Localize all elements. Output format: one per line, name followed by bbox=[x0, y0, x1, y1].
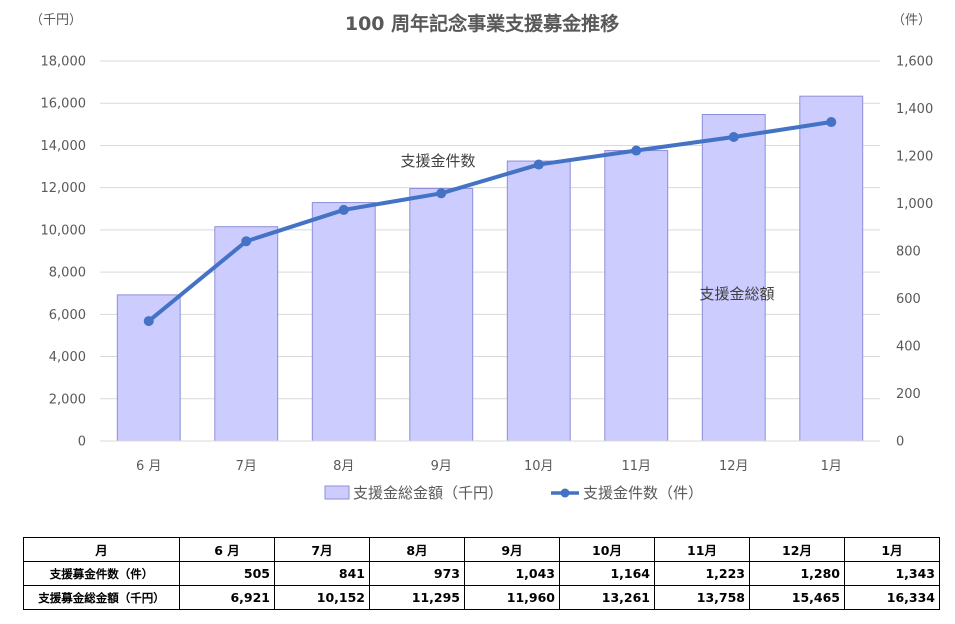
table-header-cell: 9月 bbox=[464, 537, 560, 562]
table-cell: 13,261 bbox=[559, 585, 655, 610]
table-cell: 13,758 bbox=[654, 585, 750, 610]
table-row: 支援募金件数（件） 505 841 973 1,043 1,164 1,223 1,280 1,… bbox=[23, 561, 940, 586]
left-tick-label: 16,000 bbox=[41, 97, 87, 112]
bar-3 bbox=[409, 188, 474, 442]
table-cell: 1,343 bbox=[844, 561, 940, 586]
table-cell: 16,334 bbox=[844, 585, 940, 610]
line-point-3 bbox=[436, 188, 447, 199]
table-cell: 15,465 bbox=[749, 585, 845, 610]
line-point-0 bbox=[143, 316, 154, 327]
right-tick-label: 800 bbox=[896, 245, 921, 260]
x-tick-label: 8月 bbox=[333, 459, 354, 474]
right-tick-label: 1,200 bbox=[896, 150, 933, 165]
chart-legend: 支援金総金額（千円） 支援金件数（件） bbox=[324, 484, 703, 502]
left-tick-label: 4,000 bbox=[49, 350, 86, 365]
x-tick-label: 9月 bbox=[431, 459, 452, 474]
right-tick-label: 0 bbox=[896, 435, 904, 450]
line-point-1 bbox=[241, 236, 252, 247]
x-tick-label: 7月 bbox=[236, 459, 257, 474]
table-row-label: 支援募金総金額（千円） bbox=[23, 585, 180, 610]
bar-2 bbox=[311, 202, 376, 442]
legend-swatch-marker bbox=[560, 488, 570, 498]
table-header-cell: 6 月 bbox=[179, 537, 275, 562]
table-row-label: 支援募金件数（件） bbox=[23, 561, 180, 586]
table-cell: 505 bbox=[179, 561, 275, 586]
left-tick-label: 0 bbox=[78, 435, 86, 450]
donation-chart: 100 周年記念事業支援募金推移 （千円） （件） 0 2,000 4,000 6,0… bbox=[30, 12, 933, 502]
table-cell: 11,295 bbox=[369, 585, 465, 610]
line-series-annotation: 支援金件数 bbox=[400, 152, 475, 170]
line-point-4 bbox=[533, 159, 544, 170]
x-tick-label: 11月 bbox=[621, 459, 651, 474]
table-header-cell: 12月 bbox=[749, 537, 845, 562]
table-header-cell: 11月 bbox=[654, 537, 750, 562]
left-tick-label: 12,000 bbox=[41, 181, 87, 196]
table-cell: 10,152 bbox=[274, 585, 370, 610]
right-axis-ticks: 0 200 400 600 800 1,000 1,200 1,400 1,600 bbox=[896, 55, 933, 450]
x-tick-label: 12月 bbox=[719, 459, 749, 474]
table-cell: 1,223 bbox=[654, 561, 750, 586]
table-cell: 1,280 bbox=[749, 561, 845, 586]
line-path bbox=[147, 120, 832, 323]
line-series bbox=[143, 117, 837, 327]
x-tick-label: 1月 bbox=[821, 459, 842, 474]
table-cell: 973 bbox=[369, 561, 465, 586]
left-tick-label: 2,000 bbox=[49, 392, 86, 407]
table-header-label: 月 bbox=[23, 537, 180, 562]
legend-swatch-bar bbox=[324, 485, 350, 500]
x-tick-label: 6 月 bbox=[136, 459, 161, 474]
bar-series-annotation: 支援金総額 bbox=[699, 285, 774, 303]
right-tick-label: 200 bbox=[896, 387, 921, 402]
table-header-cell: 7月 bbox=[274, 537, 370, 562]
right-tick-label: 1,600 bbox=[896, 55, 933, 70]
line-point-5 bbox=[631, 145, 642, 156]
right-tick-label: 400 bbox=[896, 340, 921, 355]
table-header-cell: 10月 bbox=[559, 537, 655, 562]
left-tick-label: 6,000 bbox=[49, 308, 86, 323]
left-tick-label: 14,000 bbox=[41, 139, 87, 154]
line-point-2 bbox=[338, 204, 349, 215]
x-axis-ticks: 6 月 7月 8月 9月 10月 11月 12月 1月 bbox=[136, 459, 842, 474]
legend-label-bar: 支援金総金額（千円） bbox=[353, 484, 503, 502]
line-point-7 bbox=[826, 117, 837, 128]
bar-5 bbox=[604, 150, 669, 442]
left-tick-label: 10,000 bbox=[41, 223, 87, 238]
bar-4 bbox=[506, 160, 571, 442]
table-cell: 1,164 bbox=[559, 561, 655, 586]
x-tick-label: 10月 bbox=[524, 459, 554, 474]
bar-series bbox=[116, 95, 864, 442]
table-row: 支援募金総金額（千円） 6,921 10,152 11,295 11,960 13,261… bbox=[23, 585, 940, 610]
right-tick-label: 1,000 bbox=[896, 197, 933, 212]
bar-7 bbox=[799, 95, 864, 442]
table-header-cell: 8月 bbox=[369, 537, 465, 562]
left-axis-ticks: 0 2,000 4,000 6,000 8,000 10,000 12,000 14,000 1… bbox=[41, 55, 87, 450]
right-tick-label: 600 bbox=[896, 292, 921, 307]
legend-label-line: 支援金件数（件） bbox=[583, 484, 703, 502]
line-point-6 bbox=[728, 132, 739, 142]
table-header-cell: 1月 bbox=[844, 537, 940, 562]
right-tick-label: 1,400 bbox=[896, 102, 933, 117]
chart-title: 100 周年記念事業支援募金推移 bbox=[345, 12, 619, 35]
table-cell: 1,043 bbox=[464, 561, 560, 586]
left-tick-label: 8,000 bbox=[49, 266, 86, 281]
left-axis-unit: （千円） bbox=[30, 13, 82, 28]
left-tick-label: 18,000 bbox=[41, 55, 87, 70]
table-cell: 11,960 bbox=[464, 585, 560, 610]
right-axis-unit: （件） bbox=[892, 13, 931, 28]
table-cell: 6,921 bbox=[179, 585, 275, 610]
bar-6 bbox=[701, 114, 766, 442]
table-cell: 841 bbox=[274, 561, 370, 586]
